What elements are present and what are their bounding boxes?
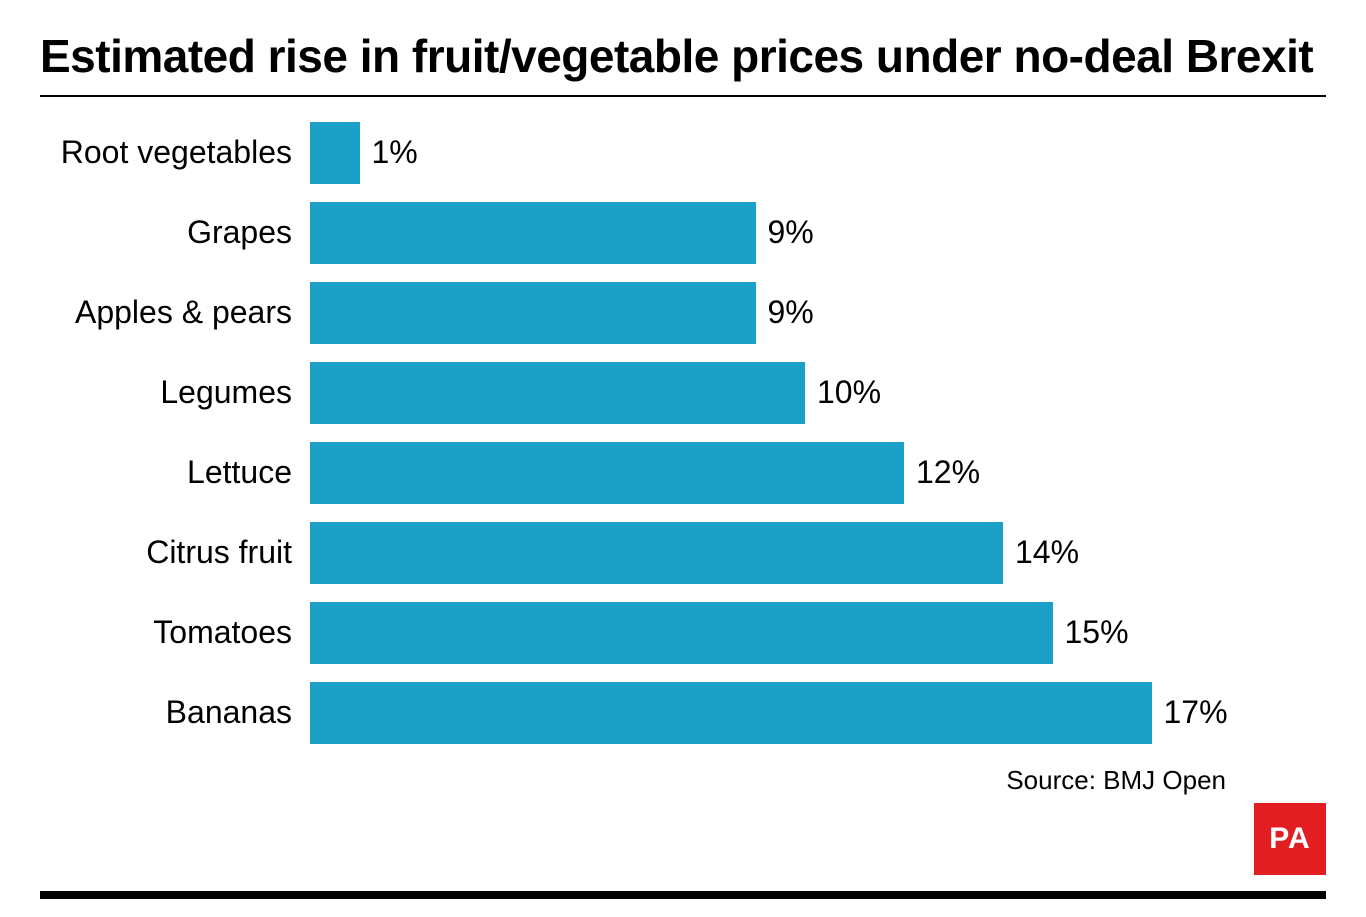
bar-wrap: 12% bbox=[310, 437, 1300, 509]
bar-value: 9% bbox=[768, 214, 814, 251]
bar-wrap: 17% bbox=[310, 677, 1300, 749]
chart-title: Estimated rise in fruit/vegetable prices… bbox=[40, 30, 1326, 83]
bar-value: 15% bbox=[1065, 614, 1129, 651]
pa-badge: PA bbox=[1254, 803, 1326, 875]
bar-wrap: 9% bbox=[310, 277, 1300, 349]
bar-wrap: 14% bbox=[310, 517, 1300, 589]
bar-label: Tomatoes bbox=[40, 614, 310, 651]
bar-wrap: 10% bbox=[310, 357, 1300, 429]
bar-row: Lettuce 12% bbox=[40, 437, 1326, 509]
bar bbox=[310, 122, 360, 184]
bar-row: Legumes 10% bbox=[40, 357, 1326, 429]
bar-row: Grapes 9% bbox=[40, 197, 1326, 269]
bar-row: Bananas 17% bbox=[40, 677, 1326, 749]
rule-top bbox=[40, 95, 1326, 97]
bar bbox=[310, 602, 1053, 664]
bar bbox=[310, 282, 756, 344]
bar-label: Bananas bbox=[40, 694, 310, 731]
bar-value: 1% bbox=[372, 134, 418, 171]
bar-row: Root vegetables 1% bbox=[40, 117, 1326, 189]
bar-wrap: 9% bbox=[310, 197, 1300, 269]
bar bbox=[310, 522, 1003, 584]
bar bbox=[310, 362, 805, 424]
bar-label: Legumes bbox=[40, 374, 310, 411]
bar-label: Root vegetables bbox=[40, 134, 310, 171]
bar-value: 14% bbox=[1015, 534, 1079, 571]
bar bbox=[310, 442, 904, 504]
bar-label: Apples & pears bbox=[40, 294, 310, 331]
bar-value: 12% bbox=[916, 454, 980, 491]
chart-container: Estimated rise in fruit/vegetable prices… bbox=[0, 0, 1366, 917]
bar-label: Citrus fruit bbox=[40, 534, 310, 571]
bar-row: Tomatoes 15% bbox=[40, 597, 1326, 669]
pa-badge-text: PA bbox=[1269, 822, 1310, 856]
source-text: Source: BMJ Open bbox=[40, 765, 1326, 796]
bar-row: Apples & pears 9% bbox=[40, 277, 1326, 349]
bar bbox=[310, 202, 756, 264]
bar-label: Grapes bbox=[40, 214, 310, 251]
bar-value: 17% bbox=[1164, 694, 1228, 731]
chart-body: Root vegetables 1% Grapes 9% Apples & pears 9… bbox=[40, 117, 1326, 749]
bar-label: Lettuce bbox=[40, 454, 310, 491]
rule-bottom bbox=[40, 891, 1326, 899]
bar-value: 9% bbox=[768, 294, 814, 331]
bar-row: Citrus fruit 14% bbox=[40, 517, 1326, 589]
bar-wrap: 1% bbox=[310, 117, 1300, 189]
bar-value: 10% bbox=[817, 374, 881, 411]
bar-wrap: 15% bbox=[310, 597, 1300, 669]
bar bbox=[310, 682, 1152, 744]
